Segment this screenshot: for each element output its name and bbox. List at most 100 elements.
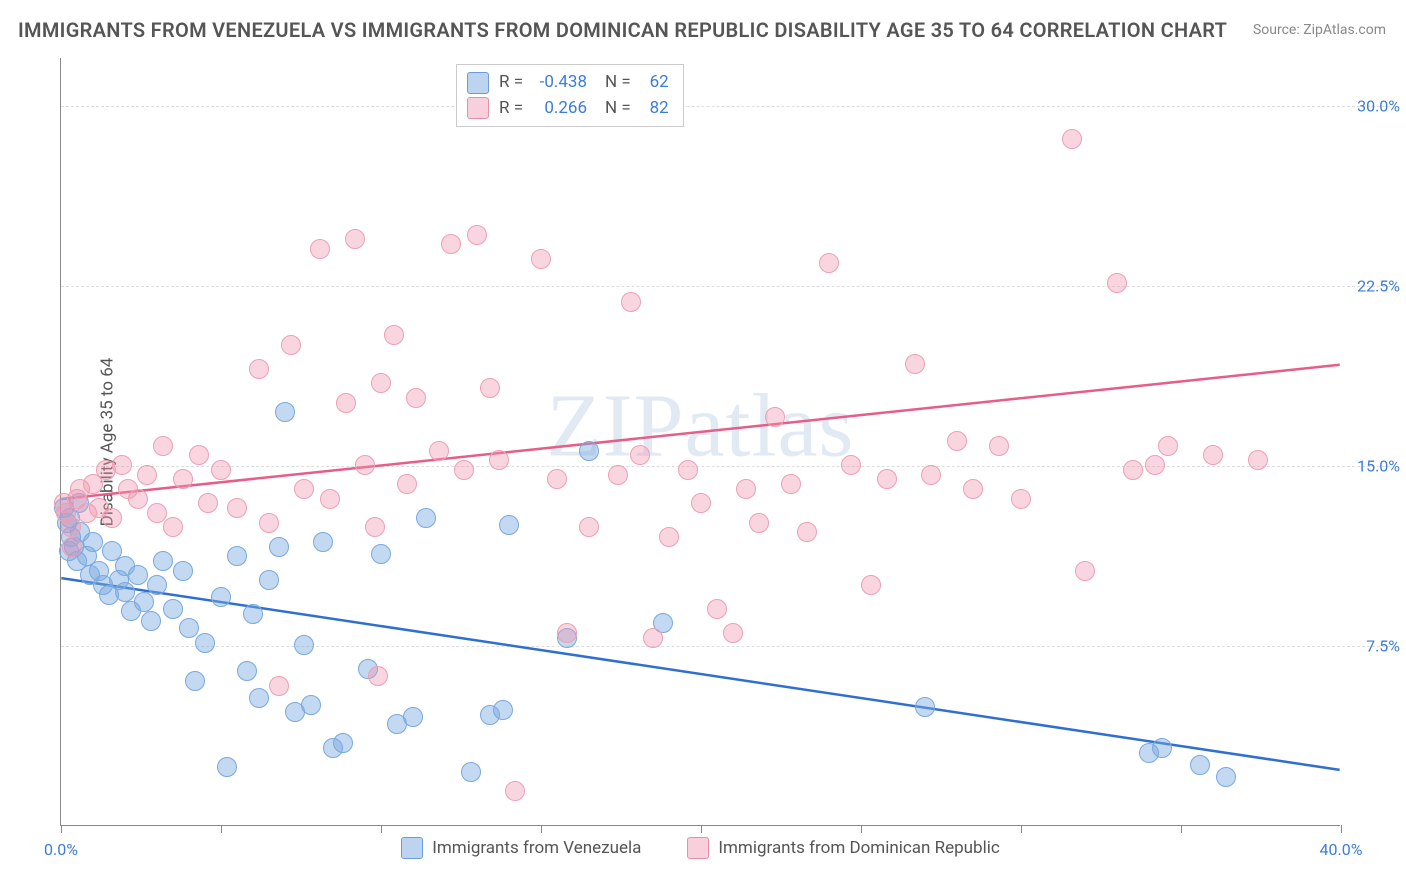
stats-row-dominican: R = 0.266 N = 82 xyxy=(467,96,669,122)
data-point-dominican xyxy=(189,445,209,465)
data-point-dominican xyxy=(61,517,81,537)
data-point-dominican xyxy=(630,445,650,465)
data-point-venezuela xyxy=(115,582,135,602)
data-point-dominican xyxy=(281,335,301,355)
data-point-venezuela xyxy=(275,402,295,422)
data-point-dominican xyxy=(877,469,897,489)
data-point-dominican xyxy=(467,225,487,245)
data-point-dominican xyxy=(557,623,577,643)
data-point-dominican xyxy=(1203,445,1223,465)
data-point-dominican xyxy=(163,517,183,537)
data-point-dominican xyxy=(547,469,567,489)
data-point-dominican xyxy=(384,325,404,345)
data-point-venezuela xyxy=(461,762,481,782)
data-point-venezuela xyxy=(1152,738,1172,758)
data-point-dominican xyxy=(765,407,785,427)
data-point-venezuela xyxy=(403,707,423,727)
data-point-dominican xyxy=(441,234,461,254)
data-point-venezuela xyxy=(493,700,513,720)
xtick xyxy=(381,825,382,833)
data-point-venezuela xyxy=(416,508,436,528)
xtick xyxy=(1021,825,1022,833)
data-point-venezuela xyxy=(179,618,199,638)
data-point-dominican xyxy=(345,229,365,249)
data-point-dominican xyxy=(62,537,82,557)
data-point-dominican xyxy=(249,359,269,379)
data-point-venezuela xyxy=(237,661,257,681)
data-point-dominican xyxy=(227,498,247,518)
data-point-venezuela xyxy=(141,611,161,631)
data-point-dominican xyxy=(678,460,698,480)
data-point-dominican xyxy=(128,489,148,509)
data-point-venezuela xyxy=(579,441,599,461)
data-point-venezuela xyxy=(185,671,205,691)
data-point-dominican xyxy=(489,450,509,470)
swatch-venezuela-icon xyxy=(401,837,423,859)
data-point-venezuela xyxy=(313,532,333,552)
data-point-venezuela xyxy=(294,635,314,655)
data-point-dominican xyxy=(579,517,599,537)
data-point-dominican xyxy=(147,503,167,523)
xtick xyxy=(61,825,62,833)
data-point-dominican xyxy=(336,393,356,413)
xtick xyxy=(541,825,542,833)
data-point-venezuela xyxy=(259,570,279,590)
ytick-label: 22.5% xyxy=(1357,277,1400,296)
xtick xyxy=(1341,825,1342,833)
ytick-label: 30.0% xyxy=(1357,97,1400,116)
data-point-dominican xyxy=(355,455,375,475)
data-point-dominican xyxy=(112,455,132,475)
data-point-venezuela xyxy=(217,757,237,777)
data-point-venezuela xyxy=(153,551,173,571)
data-point-dominican xyxy=(861,575,881,595)
ytick-label: 7.5% xyxy=(1366,637,1400,656)
data-point-dominican xyxy=(749,513,769,533)
data-point-dominican xyxy=(368,666,388,686)
data-point-dominican xyxy=(841,455,861,475)
stat-r-label: R = xyxy=(499,96,523,122)
data-point-dominican xyxy=(691,493,711,513)
data-point-venezuela xyxy=(163,599,183,619)
stat-n-label: N = xyxy=(605,70,631,96)
data-point-dominican xyxy=(905,354,925,374)
data-point-dominican xyxy=(1062,129,1082,149)
data-point-dominican xyxy=(989,436,1009,456)
data-point-venezuela xyxy=(269,537,289,557)
stat-n-label: N = xyxy=(605,96,631,122)
data-point-venezuela xyxy=(249,688,269,708)
stat-n-value-venezuela: 62 xyxy=(641,70,669,96)
data-point-dominican xyxy=(320,489,340,509)
data-point-dominican xyxy=(137,465,157,485)
data-point-dominican xyxy=(608,465,628,485)
data-point-venezuela xyxy=(227,546,247,566)
data-point-dominican xyxy=(1145,455,1165,475)
stat-r-value-venezuela: -0.438 xyxy=(533,70,587,96)
data-point-dominican xyxy=(153,436,173,456)
data-point-dominican xyxy=(1248,450,1268,470)
swatch-dominican-icon xyxy=(687,837,709,859)
swatch-venezuela-icon xyxy=(467,72,489,94)
source-credit: Source: ZipAtlas.com xyxy=(1253,22,1386,38)
data-point-venezuela xyxy=(1190,755,1210,775)
data-point-dominican xyxy=(397,474,417,494)
data-point-venezuela xyxy=(333,733,353,753)
xtick xyxy=(701,825,702,833)
data-point-dominican xyxy=(1107,273,1127,293)
data-point-dominican xyxy=(707,599,727,619)
data-point-dominican xyxy=(797,522,817,542)
data-point-dominican xyxy=(1123,460,1143,480)
data-point-dominican xyxy=(269,676,289,696)
data-point-dominican xyxy=(947,431,967,451)
legend-item-dominican: Immigrants from Dominican Republic xyxy=(687,837,999,859)
trend-lines-svg xyxy=(61,58,1340,825)
data-point-dominican xyxy=(480,378,500,398)
data-point-venezuela xyxy=(147,575,167,595)
data-point-dominican xyxy=(259,513,279,533)
trend-line-dominican xyxy=(61,365,1339,499)
data-point-dominican xyxy=(781,474,801,494)
data-point-dominican xyxy=(531,249,551,269)
data-point-dominican xyxy=(173,469,193,489)
data-point-dominican xyxy=(643,628,663,648)
stats-row-venezuela: R = -0.438 N = 62 xyxy=(467,70,669,96)
data-point-dominican xyxy=(406,388,426,408)
